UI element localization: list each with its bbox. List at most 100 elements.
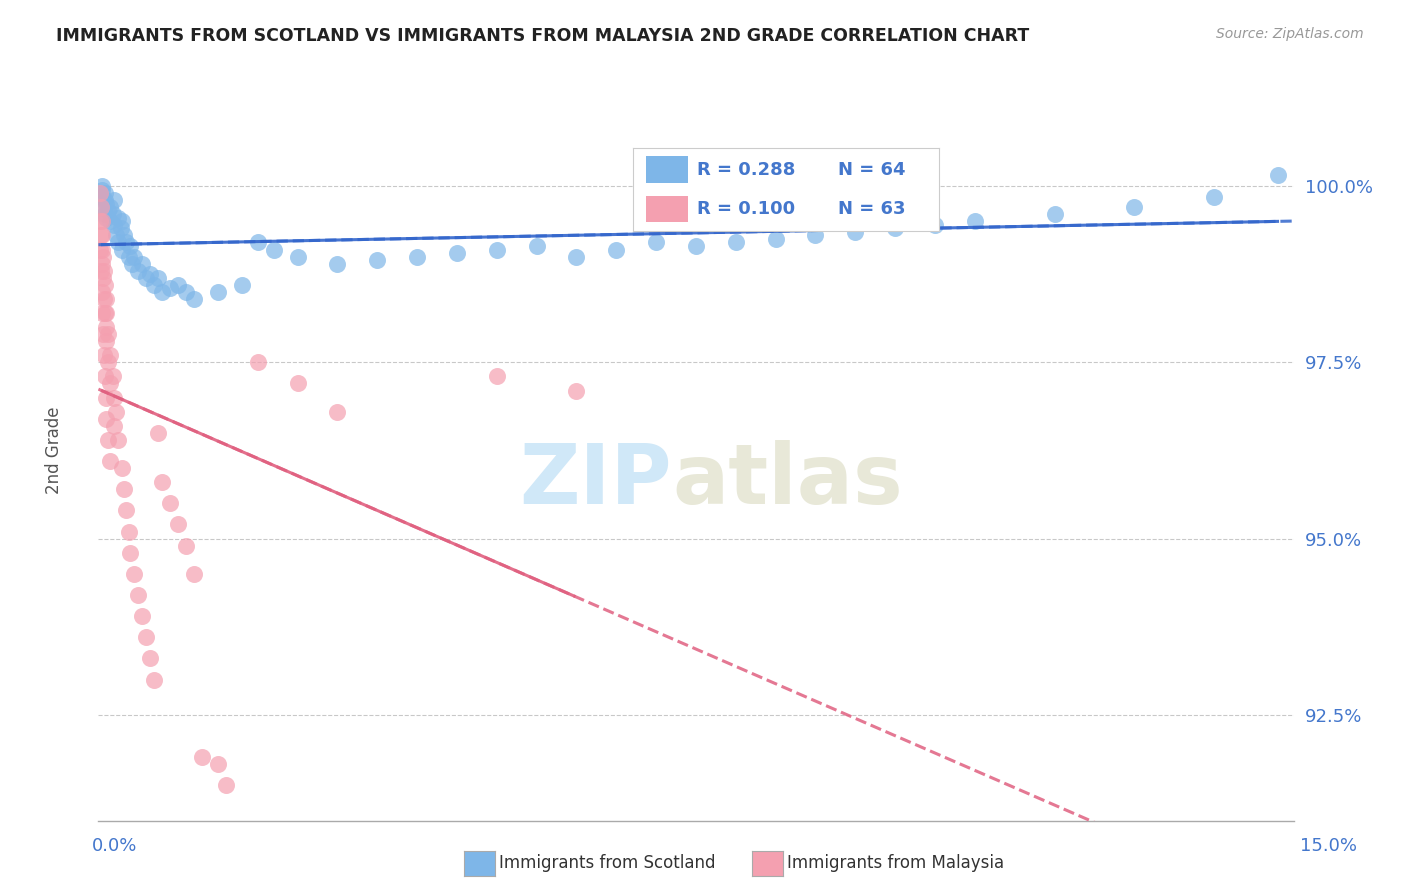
Point bbox=[90, 214, 112, 228]
Point bbox=[90, 285, 112, 299]
Point bbox=[143, 277, 166, 292]
Point bbox=[159, 281, 181, 295]
Point bbox=[246, 355, 269, 369]
Point bbox=[127, 588, 149, 602]
Point bbox=[446, 246, 468, 260]
Point bbox=[98, 454, 122, 468]
Point bbox=[174, 539, 197, 553]
Point bbox=[844, 225, 866, 239]
Point bbox=[98, 200, 122, 214]
Point bbox=[93, 263, 115, 277]
Point bbox=[94, 193, 117, 207]
Point bbox=[98, 214, 122, 228]
Point bbox=[191, 750, 214, 764]
Point bbox=[103, 418, 125, 433]
Text: Immigrants from Malaysia: Immigrants from Malaysia bbox=[787, 855, 1004, 872]
Point bbox=[526, 239, 548, 253]
Point bbox=[884, 221, 907, 235]
Point bbox=[91, 257, 114, 271]
Point bbox=[89, 186, 111, 200]
Bar bbox=[645, 156, 689, 183]
Point bbox=[148, 270, 170, 285]
Point bbox=[131, 257, 153, 271]
Point bbox=[98, 376, 122, 391]
Point bbox=[804, 228, 827, 243]
Point bbox=[111, 214, 134, 228]
Point bbox=[287, 376, 309, 391]
Point bbox=[118, 250, 141, 264]
Point bbox=[406, 250, 429, 264]
Point bbox=[724, 235, 747, 250]
Point bbox=[96, 196, 118, 211]
Point bbox=[115, 503, 138, 517]
Text: ZIP: ZIP bbox=[520, 440, 672, 521]
Point bbox=[246, 235, 269, 250]
Point bbox=[91, 306, 114, 320]
Point bbox=[91, 189, 114, 203]
Point bbox=[263, 243, 285, 257]
Point bbox=[91, 270, 114, 285]
Point bbox=[89, 243, 111, 257]
Point bbox=[97, 203, 120, 218]
Point bbox=[89, 214, 111, 228]
Point bbox=[94, 320, 117, 334]
Text: N = 64: N = 64 bbox=[838, 161, 905, 178]
Point bbox=[93, 348, 115, 362]
Point bbox=[94, 306, 117, 320]
Point bbox=[605, 243, 627, 257]
Point bbox=[103, 218, 125, 232]
Point bbox=[326, 405, 349, 419]
Point bbox=[104, 228, 127, 243]
Point bbox=[183, 292, 205, 306]
Point bbox=[645, 235, 668, 250]
Bar bbox=[645, 196, 689, 222]
Point bbox=[148, 425, 170, 440]
Point bbox=[131, 609, 153, 624]
Point bbox=[90, 243, 112, 257]
Point bbox=[118, 524, 141, 539]
Point bbox=[98, 348, 122, 362]
Point bbox=[110, 221, 132, 235]
Point bbox=[94, 391, 117, 405]
Point bbox=[485, 243, 508, 257]
Point bbox=[91, 200, 114, 214]
Point bbox=[91, 183, 114, 197]
Text: N = 63: N = 63 bbox=[838, 200, 905, 219]
Point bbox=[103, 193, 125, 207]
Point bbox=[143, 673, 166, 687]
Point bbox=[215, 778, 238, 792]
Point bbox=[90, 263, 112, 277]
Point bbox=[124, 566, 146, 581]
Text: atlas: atlas bbox=[672, 440, 903, 521]
Point bbox=[139, 651, 162, 665]
Point bbox=[159, 496, 181, 510]
Point bbox=[127, 263, 149, 277]
Point bbox=[90, 228, 112, 243]
Point bbox=[96, 306, 118, 320]
Point bbox=[231, 277, 253, 292]
Point bbox=[120, 239, 142, 253]
Text: R = 0.100: R = 0.100 bbox=[697, 200, 796, 219]
Point bbox=[167, 277, 190, 292]
Point bbox=[112, 482, 135, 496]
Point bbox=[107, 433, 129, 447]
Point bbox=[150, 475, 173, 490]
Point bbox=[207, 757, 229, 772]
Point bbox=[765, 232, 787, 246]
Point bbox=[963, 214, 986, 228]
Point bbox=[207, 285, 229, 299]
Point bbox=[101, 369, 124, 384]
Point bbox=[97, 355, 120, 369]
Point bbox=[96, 334, 118, 348]
Point bbox=[104, 405, 127, 419]
Text: IMMIGRANTS FROM SCOTLAND VS IMMIGRANTS FROM MALAYSIA 2ND GRADE CORRELATION CHART: IMMIGRANTS FROM SCOTLAND VS IMMIGRANTS F… bbox=[56, 27, 1029, 45]
Point bbox=[91, 179, 114, 194]
Point bbox=[101, 207, 124, 221]
Point bbox=[94, 292, 117, 306]
Point bbox=[150, 285, 173, 299]
Point bbox=[565, 250, 588, 264]
Point bbox=[135, 630, 157, 644]
Point bbox=[111, 243, 134, 257]
Point bbox=[174, 285, 197, 299]
Point bbox=[93, 292, 115, 306]
